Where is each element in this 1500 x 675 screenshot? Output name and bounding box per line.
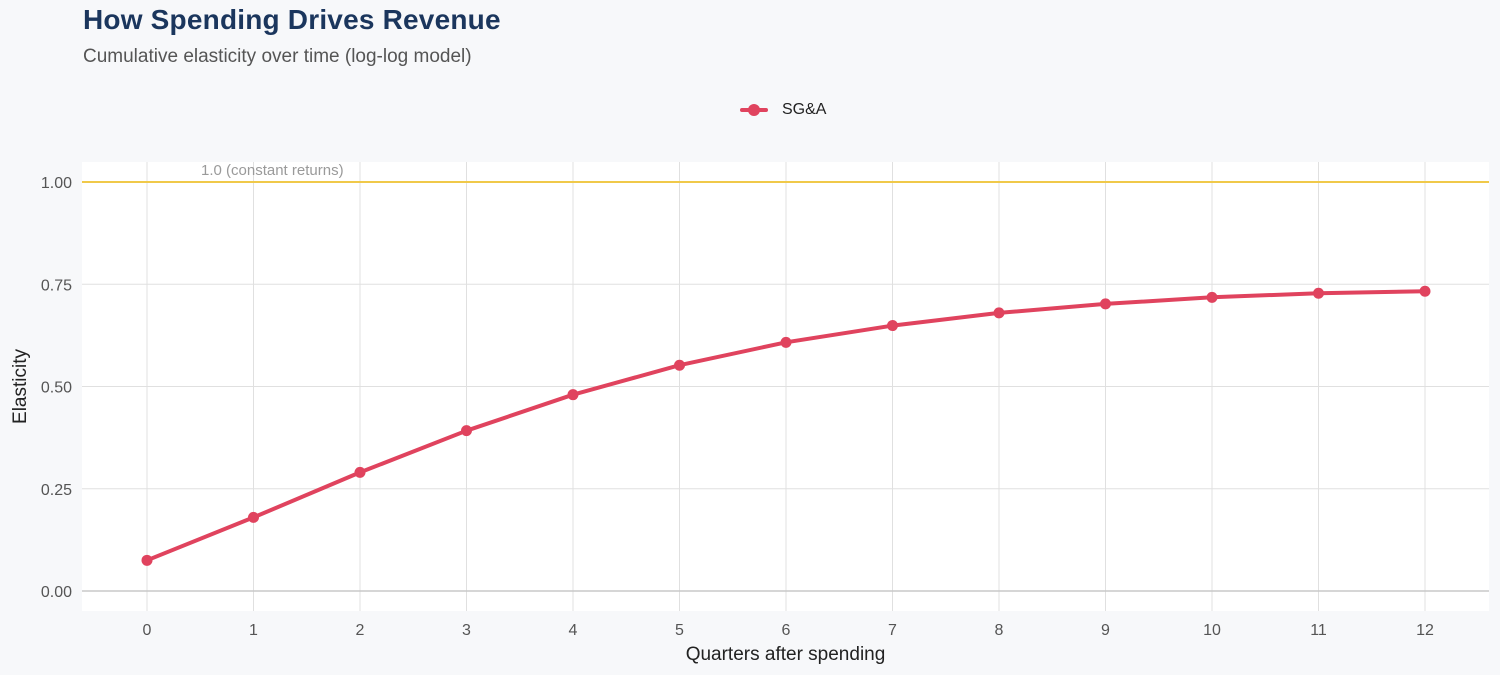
- data-point: [248, 511, 259, 523]
- legend-point-swatch: [748, 104, 760, 116]
- data-point: [141, 554, 153, 566]
- x-axis-title: Quarters after spending: [686, 644, 886, 665]
- data-point: [1313, 287, 1324, 299]
- data-point: [993, 307, 1005, 319]
- data-point: [780, 336, 792, 348]
- y-tick-label: 0.00: [41, 584, 72, 601]
- x-tick-label: 0: [143, 622, 152, 639]
- x-tick-label: 12: [1416, 622, 1434, 639]
- chart-subtitle: Cumulative elasticity over time (log-log…: [83, 46, 472, 67]
- x-tick-label: 2: [356, 622, 365, 639]
- x-tick-label: 8: [995, 622, 1004, 639]
- y-axis-title: Elasticity: [10, 349, 31, 424]
- y-tick-label: 0.50: [41, 380, 72, 397]
- x-axis-tick-labels: 0 1 2 3 4 5 6 7 8 9 10 11 12: [143, 622, 1434, 639]
- x-tick-label: 5: [675, 622, 684, 639]
- data-point: [461, 425, 472, 437]
- legend: SG&A: [738, 99, 826, 121]
- data-point: [567, 389, 579, 401]
- legend-label-sga: SG&A: [782, 101, 827, 118]
- y-tick-label: 1.00: [41, 175, 72, 192]
- series-sga: [141, 285, 1431, 566]
- chart-title: How Spending Drives Revenue: [83, 4, 501, 35]
- legend-key-sga: [738, 99, 770, 121]
- x-tick-label: 10: [1203, 622, 1221, 639]
- data-point: [354, 466, 366, 478]
- x-tick-label: 7: [888, 622, 897, 639]
- data-point: [1206, 291, 1218, 303]
- x-tick-label: 11: [1310, 622, 1327, 639]
- data-point: [887, 320, 898, 332]
- x-tick-label: 4: [569, 622, 578, 639]
- x-tick-label: 3: [462, 622, 471, 639]
- data-point: [1100, 298, 1111, 310]
- x-tick-label: 6: [782, 622, 791, 639]
- reference-line-group: 1.0 (constant returns): [82, 162, 1489, 183]
- data-point: [1419, 285, 1431, 297]
- x-tick-label: 9: [1101, 622, 1110, 639]
- data-point: [674, 359, 685, 371]
- x-tick-label: 1: [249, 622, 258, 639]
- reference-line-label: 1.0 (constant returns): [201, 162, 344, 179]
- y-axis-tick-labels: 0.00 0.25 0.50 0.75 1.00: [41, 175, 72, 601]
- y-tick-label: 0.25: [41, 482, 72, 499]
- y-tick-label: 0.75: [41, 277, 72, 294]
